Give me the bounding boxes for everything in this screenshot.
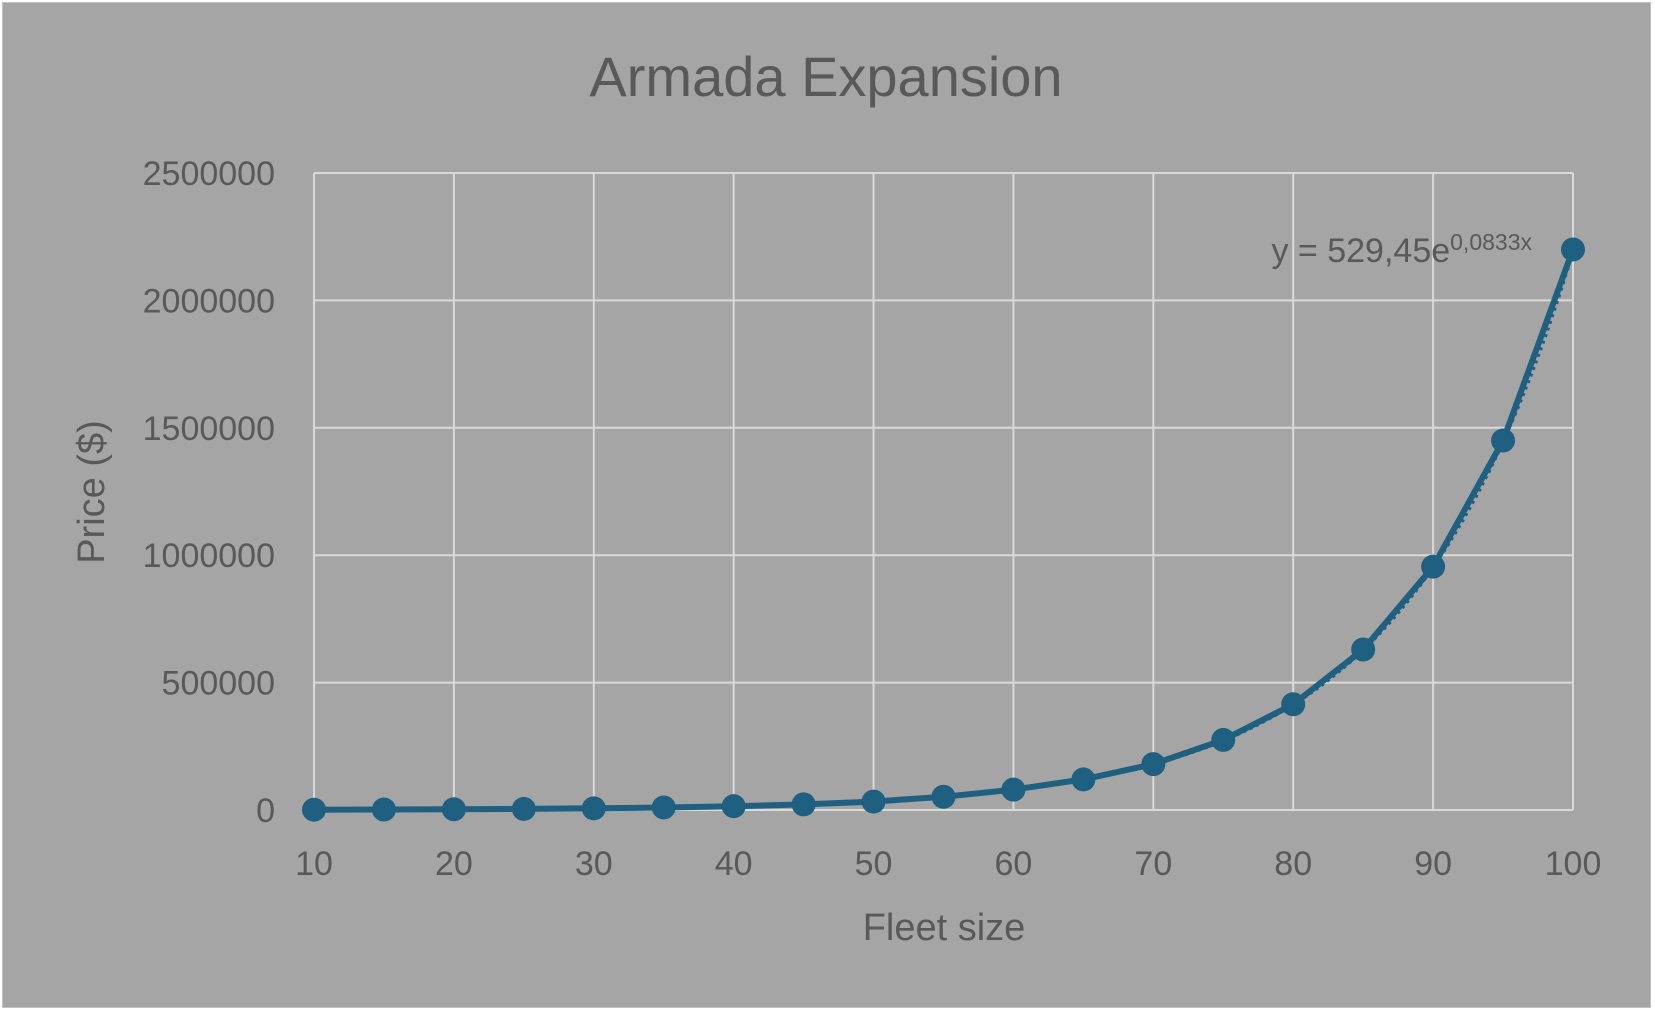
- data-point: [1071, 767, 1096, 792]
- x-tick-label: 90: [1414, 845, 1452, 883]
- y-tick-label: 500000: [162, 665, 275, 703]
- trendline-equation-exponent: 0,0833x: [1450, 229, 1532, 255]
- data-point: [861, 789, 886, 814]
- x-axis-title: Fleet size: [863, 907, 1026, 949]
- data-point: [581, 796, 606, 821]
- data-point: [1421, 554, 1446, 579]
- data-point: [511, 796, 536, 821]
- x-tick-label: 70: [1134, 845, 1172, 883]
- chart-svg: 0 500000 1000000 1500000 2000000 2500000 10 20…: [71, 45, 1601, 949]
- series-line: [313, 248, 1576, 813]
- x-tick-label: 100: [1545, 845, 1602, 883]
- y-tick-label: 2500000: [143, 155, 275, 193]
- trendline: [314, 250, 1575, 812]
- y-axis-tick-labels: 0 500000 1000000 1500000 2000000 2500000: [143, 155, 275, 830]
- trendline-layer: [314, 250, 1575, 812]
- trendline-equation-main: y = 529,45e: [1271, 232, 1450, 270]
- data-point: [1211, 727, 1236, 752]
- y-tick-label: 1500000: [143, 410, 275, 448]
- data-point: [651, 795, 676, 820]
- x-tick-label: 40: [715, 845, 753, 883]
- data-point: [1001, 777, 1026, 802]
- x-tick-label: 20: [435, 845, 473, 883]
- y-axis-title: Price ($): [71, 420, 113, 564]
- data-point: [1141, 752, 1166, 777]
- data-point: [302, 797, 326, 822]
- chart-title: Armada Expansion: [589, 45, 1062, 108]
- data-point: [1491, 428, 1516, 453]
- series-layer: [302, 237, 1585, 822]
- data-point: [721, 794, 746, 819]
- y-tick-label: 1000000: [143, 537, 275, 575]
- x-tick-label: 80: [1274, 845, 1312, 883]
- data-point: [1561, 237, 1585, 262]
- data-point: [791, 792, 816, 817]
- y-tick-label: 2000000: [143, 282, 275, 320]
- x-tick-label: 10: [295, 845, 333, 883]
- x-tick-label: 30: [575, 845, 613, 883]
- x-axis-tick-labels: 10 20 30 40 50 60 70 80 90 100: [295, 845, 1601, 883]
- data-point: [931, 784, 956, 809]
- data-point: [441, 797, 466, 822]
- data-point: [1281, 692, 1306, 717]
- y-tick-label: 0: [256, 792, 275, 830]
- trendline-equation: y = 529,45e0,0833x: [1271, 229, 1532, 270]
- x-tick-label: 50: [855, 845, 893, 883]
- x-tick-label: 60: [995, 845, 1033, 883]
- data-point: [1351, 637, 1376, 662]
- data-point: [371, 797, 396, 822]
